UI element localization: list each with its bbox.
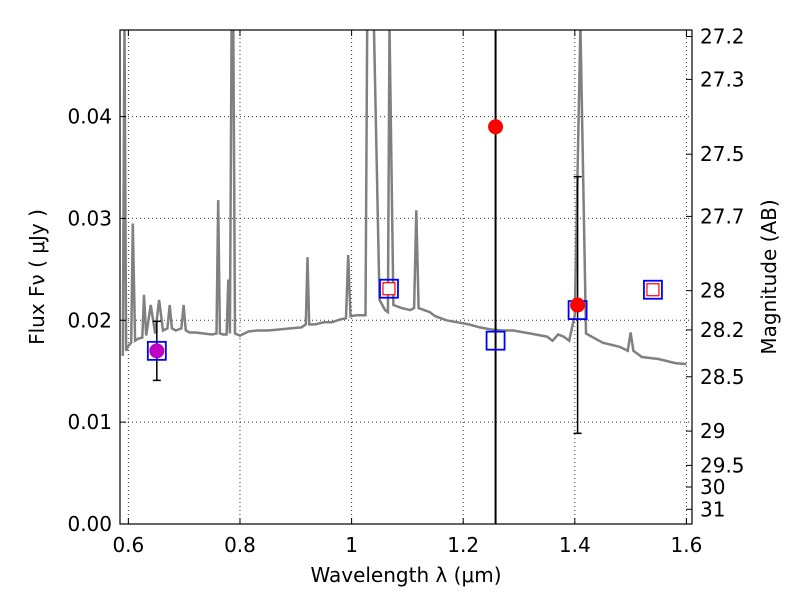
observed-open-marker xyxy=(382,282,396,296)
photometry-markers xyxy=(146,30,663,524)
right-tick-label: 31 xyxy=(700,497,725,521)
model-photometry-square xyxy=(643,279,663,300)
right-tick-label: 27.7 xyxy=(700,204,745,228)
model-photometry-square xyxy=(379,278,399,299)
y-tick-label: 0.00 xyxy=(67,512,112,536)
right-tick-label: 30 xyxy=(700,475,725,499)
x-tick-label: 0.6 xyxy=(112,533,144,557)
observed-point xyxy=(570,297,586,313)
observed-point xyxy=(149,343,165,359)
y-axis-label-left: Flux Fν ( μJy ) xyxy=(25,209,49,345)
y-tick-label: 0.03 xyxy=(67,206,112,230)
right-tick-label: 28 xyxy=(700,279,725,303)
axis-ticks: 0.6 0.8 1 1.2 1.4 1.6 0.00 0.01 0.02 0.03 0.04 27.2… xyxy=(67,24,744,557)
observed-point xyxy=(488,119,504,135)
model-photometry-square xyxy=(146,340,167,361)
plot-background xyxy=(120,30,692,524)
right-tick-label: 27.2 xyxy=(700,24,745,48)
right-tick-label: 27.5 xyxy=(700,142,745,166)
right-tick-label: 28.2 xyxy=(700,318,745,342)
x-tick-label: 1 xyxy=(345,533,358,557)
x-tick-label: 0.8 xyxy=(224,533,256,557)
model-photometry-square xyxy=(485,330,506,351)
spectrum-line xyxy=(121,30,687,366)
x-tick-label: 1.2 xyxy=(447,533,479,557)
x-tick-label: 1.4 xyxy=(559,533,591,557)
plot-frame xyxy=(119,29,693,525)
right-tick-label: 27.3 xyxy=(700,67,745,91)
spectrum-series xyxy=(121,30,687,366)
y-axis-label-right: Magnitude (AB) xyxy=(757,199,781,354)
x-axis-label: Wavelength λ (μm) xyxy=(310,563,501,587)
y-tick-label: 0.04 xyxy=(67,105,112,129)
x-tick-label: 1.6 xyxy=(671,533,703,557)
right-tick-label: 29 xyxy=(700,419,725,443)
y-tick-label: 0.01 xyxy=(67,410,112,434)
right-tick-label: 29.5 xyxy=(700,453,745,477)
observed-open-marker xyxy=(646,283,660,297)
right-tick-label: 28.5 xyxy=(700,365,745,389)
y-tick-label: 0.02 xyxy=(67,308,112,332)
